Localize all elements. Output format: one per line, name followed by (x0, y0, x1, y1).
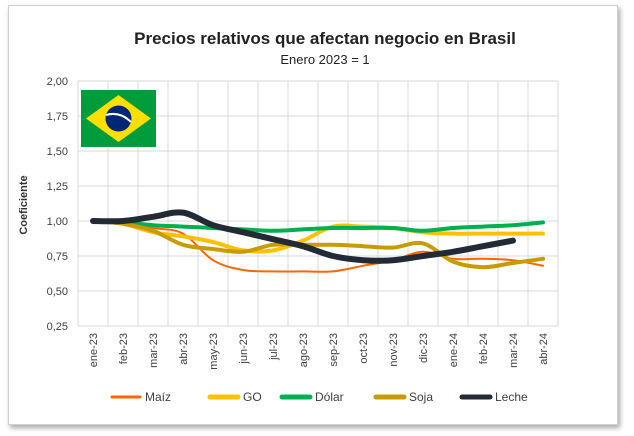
x-tick-label: may-23 (208, 333, 220, 370)
y-tick-label: 1,50 (47, 146, 68, 158)
brazil-flag-icon (81, 90, 156, 147)
x-tick-label: jul-23 (268, 333, 280, 361)
x-tick-label: ene-24 (448, 333, 460, 367)
y-tick-label: 0,75 (47, 251, 68, 263)
y-ticks: 0,25 0,50 0,75 1,00 1,25 1,50 1,75 2,00 (47, 76, 68, 333)
legend: Maíz GO Dólar Soja Leche (110, 390, 528, 404)
legend-label: Leche (495, 390, 528, 404)
y-tick-label: 0,50 (47, 286, 68, 298)
y-tick-label: 1,00 (47, 216, 68, 228)
series-line-leche (90, 209, 516, 264)
chart-frame (8, 5, 618, 425)
y-tick-label: 0,25 (47, 321, 68, 333)
x-tick-label: mar-24 (508, 333, 520, 368)
x-tick-label: sep-23 (328, 333, 340, 367)
x-tick-label: feb-24 (478, 333, 490, 364)
series-line-dólar (91, 219, 545, 233)
x-tick-label: mar-23 (148, 333, 160, 368)
x-tick-label: ene-23 (88, 333, 100, 367)
x-tick-label: abr-24 (538, 333, 550, 365)
y-axis-label: Coeficiente (18, 175, 30, 234)
chart-subtitle: Enero 2023 = 1 (280, 52, 369, 67)
series-lines (90, 209, 545, 273)
series-line-soja (91, 219, 545, 270)
x-tick-label: oct-23 (358, 333, 370, 364)
x-tick-label: nov-23 (388, 333, 400, 367)
series-line-go (91, 219, 545, 254)
x-tick-label: dic-23 (418, 333, 430, 363)
legend-label: Dólar (315, 390, 344, 404)
legend-label: Soja (409, 390, 433, 404)
y-tick-label: 2,00 (47, 76, 68, 88)
legend-label: Maíz (145, 390, 171, 404)
legend-label: GO (243, 390, 262, 404)
x-tick-label: ago-23 (298, 333, 310, 367)
chart-title: Precios relativos que afectan negocio en… (134, 29, 516, 48)
y-tick-label: 1,25 (47, 181, 68, 193)
x-tick-label: jun-23 (238, 333, 250, 365)
x-tick-label: feb-23 (118, 333, 130, 364)
x-tick-label: abr-23 (178, 333, 190, 365)
series-line-maíz (92, 220, 544, 273)
x-ticks: ene-23 feb-23 mar-23 abr-23 may-23 jun-23 jul-… (88, 333, 550, 370)
y-tick-label: 1,75 (47, 111, 68, 123)
